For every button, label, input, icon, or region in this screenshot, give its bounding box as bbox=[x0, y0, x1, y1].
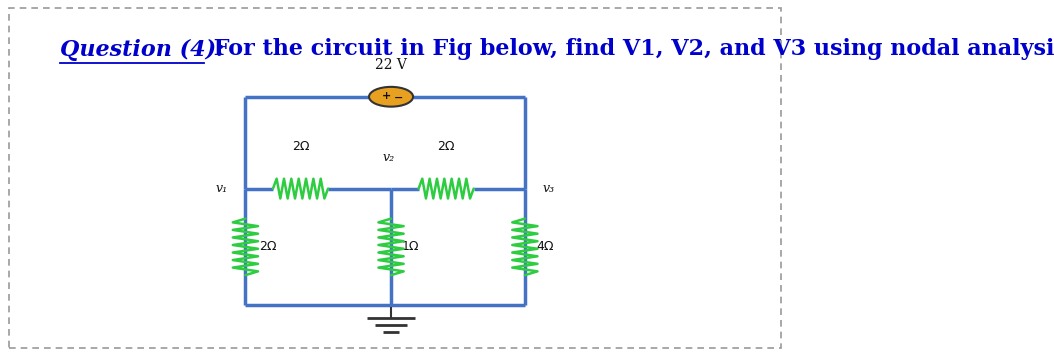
Text: 22 V: 22 V bbox=[375, 58, 407, 72]
Text: −: − bbox=[393, 93, 403, 103]
Text: v₁: v₁ bbox=[216, 182, 228, 195]
Text: For the circuit in Fig below, find V1, V2, and V3 using nodal analysis.: For the circuit in Fig below, find V1, V… bbox=[207, 38, 1054, 61]
Text: 2Ω: 2Ω bbox=[437, 140, 455, 153]
Text: 2Ω: 2Ω bbox=[292, 140, 309, 153]
Text: 4Ω: 4Ω bbox=[535, 240, 553, 253]
Circle shape bbox=[369, 87, 413, 107]
Text: 1Ω: 1Ω bbox=[402, 240, 419, 253]
Text: +: + bbox=[382, 91, 391, 101]
Text: Question (4):: Question (4): bbox=[60, 38, 225, 61]
Text: v₂: v₂ bbox=[383, 151, 395, 164]
Text: 2Ω: 2Ω bbox=[259, 240, 277, 253]
Text: v₃: v₃ bbox=[542, 182, 554, 195]
